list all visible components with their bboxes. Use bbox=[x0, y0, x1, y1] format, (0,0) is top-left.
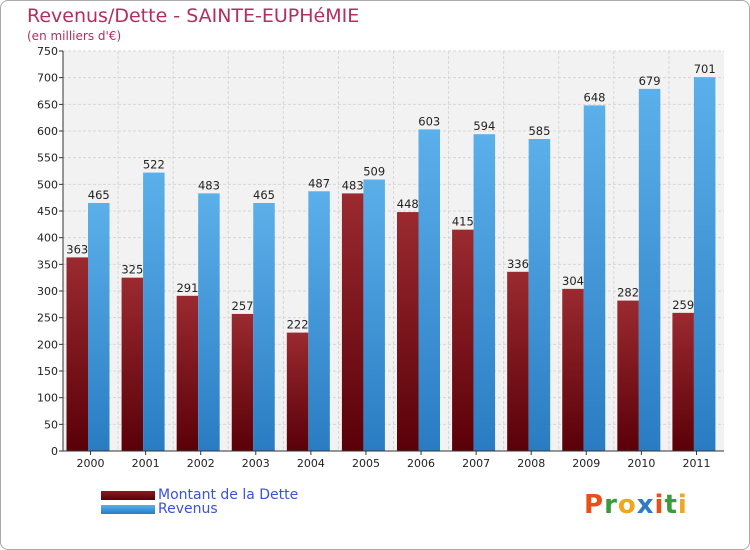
bar-revenus bbox=[638, 88, 661, 451]
y-tick-label: 450 bbox=[37, 205, 58, 218]
data-label-dette: 282 bbox=[617, 286, 639, 300]
y-tick-label: 650 bbox=[37, 98, 58, 111]
x-tick-label: 2003 bbox=[242, 457, 270, 470]
legend-label-revenus: Revenus bbox=[158, 501, 218, 517]
data-label-revenus: 648 bbox=[584, 90, 606, 104]
logo-letter: P bbox=[584, 490, 605, 520]
bar-revenus bbox=[473, 134, 496, 451]
x-tick-label: 2002 bbox=[187, 457, 215, 470]
bar-dette bbox=[507, 271, 529, 451]
data-label-revenus: 594 bbox=[473, 119, 495, 133]
legend-item-debt: Montant de la Dette bbox=[101, 487, 298, 503]
data-label-revenus: 522 bbox=[143, 158, 165, 172]
x-tick-label: 2009 bbox=[572, 457, 600, 470]
logo-letter: t bbox=[664, 490, 678, 520]
x-tick-label: 2004 bbox=[297, 457, 325, 470]
x-tick-label: 2000 bbox=[77, 457, 105, 470]
data-label-dette: 336 bbox=[507, 257, 529, 271]
bar-revenus bbox=[253, 203, 275, 451]
bar-revenus bbox=[198, 193, 220, 451]
data-label-dette: 415 bbox=[452, 215, 474, 229]
data-label-dette: 363 bbox=[66, 242, 88, 256]
data-label-dette: 291 bbox=[176, 281, 198, 295]
logo-letter: o bbox=[617, 490, 637, 520]
data-label-revenus: 585 bbox=[528, 124, 550, 138]
data-label-revenus: 701 bbox=[694, 62, 716, 76]
bar-dette bbox=[617, 300, 639, 451]
x-tick-label: 2008 bbox=[517, 457, 545, 470]
bars bbox=[66, 77, 716, 452]
y-tick-label: 400 bbox=[37, 232, 58, 245]
bar-revenus bbox=[583, 105, 606, 452]
y-tick-label: 600 bbox=[37, 125, 58, 138]
bar-revenus bbox=[693, 77, 716, 451]
data-label-dette: 259 bbox=[672, 298, 694, 312]
logo-letter: i bbox=[654, 490, 665, 520]
x-tick-label: 2006 bbox=[407, 457, 435, 470]
bar-dette bbox=[397, 212, 419, 451]
grid-lines bbox=[63, 50, 724, 452]
bar-revenus bbox=[88, 203, 110, 451]
bar-dette bbox=[231, 313, 254, 451]
bar-dette bbox=[562, 288, 584, 451]
data-label-revenus: 509 bbox=[363, 165, 385, 179]
bar-revenus bbox=[528, 139, 551, 451]
bar-dette bbox=[66, 257, 88, 451]
legend-swatch-revenus bbox=[101, 504, 155, 514]
chart-subtitle: (en milliers d'€) bbox=[27, 29, 122, 43]
data-label-dette: 304 bbox=[562, 274, 584, 288]
bar-dette bbox=[176, 295, 199, 451]
bar-revenus bbox=[363, 179, 385, 452]
y-tick-label: 0 bbox=[51, 445, 58, 458]
bar-dette bbox=[286, 332, 309, 451]
data-label-dette: 325 bbox=[121, 263, 143, 277]
y-tick-label: 100 bbox=[37, 392, 58, 405]
data-label-dette: 257 bbox=[232, 299, 254, 313]
axes: 0 50 100 150 200 250 300 350 400 450 500 550 600 650 7… bbox=[37, 45, 724, 470]
data-label-revenus: 465 bbox=[253, 188, 275, 202]
bar-dette bbox=[341, 193, 364, 451]
y-tick-label: 550 bbox=[37, 152, 58, 165]
chart-title: Revenus/Dette - SAINTE-EUPHéMIE bbox=[27, 5, 360, 27]
bar-dette bbox=[452, 229, 474, 451]
data-label-revenus: 465 bbox=[88, 188, 110, 202]
data-label-revenus: 679 bbox=[639, 74, 661, 88]
x-tick-label: 2010 bbox=[627, 457, 655, 470]
data-label-revenus: 603 bbox=[418, 114, 440, 128]
y-tick-label: 200 bbox=[37, 338, 58, 351]
proxiti-logo: Proxiti bbox=[584, 490, 688, 520]
x-tick-label: 2001 bbox=[132, 457, 160, 470]
y-tick-label: 350 bbox=[37, 258, 58, 271]
bar-dette bbox=[672, 312, 694, 451]
x-tick-label: 2011 bbox=[682, 457, 710, 470]
legend-label-debt: Montant de la Dette bbox=[158, 487, 299, 503]
x-tick-label: 2007 bbox=[462, 457, 490, 470]
y-tick-label: 700 bbox=[37, 72, 58, 85]
x-tick-label: 2005 bbox=[352, 457, 380, 470]
data-label-dette: 448 bbox=[397, 197, 419, 211]
bar-dette bbox=[121, 277, 144, 451]
y-tick-label: 750 bbox=[37, 45, 58, 58]
data-label-revenus: 487 bbox=[308, 176, 330, 190]
data-label-revenus: 483 bbox=[198, 178, 220, 192]
y-tick-label: 50 bbox=[44, 418, 58, 431]
logo-letter: r bbox=[604, 490, 618, 520]
logo-letter: i bbox=[677, 490, 688, 520]
logo-letter: x bbox=[636, 490, 655, 520]
legend-swatch-debt bbox=[101, 490, 155, 500]
bar-revenus bbox=[308, 191, 330, 451]
legend-item-revenus: Revenus bbox=[101, 501, 218, 517]
bar-revenus bbox=[418, 129, 440, 451]
y-tick-label: 150 bbox=[37, 365, 58, 378]
bar-revenus bbox=[143, 172, 165, 451]
data-label-dette: 483 bbox=[342, 178, 364, 192]
y-tick-label: 250 bbox=[37, 312, 58, 325]
y-tick-label: 300 bbox=[37, 285, 58, 298]
y-tick-label: 500 bbox=[37, 178, 58, 191]
data-label-dette: 222 bbox=[287, 318, 309, 332]
